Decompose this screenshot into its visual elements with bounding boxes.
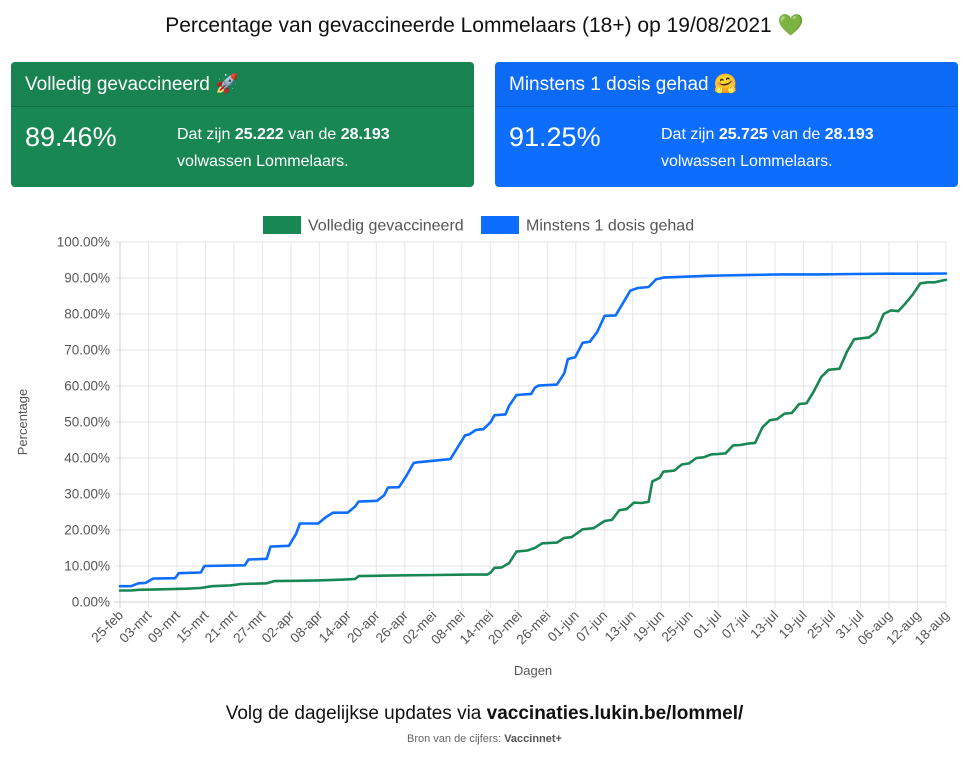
card-description: Dat zijn 25.725 van de 28.193 volwassen …	[661, 121, 874, 175]
card-one-dose: Minstens 1 dosis gehad 🤗 91.25% Dat zijn…	[495, 62, 958, 187]
y-tick-label: 100.00%	[57, 235, 110, 250]
y-tick-label: 30.00%	[64, 487, 110, 502]
card-description: Dat zijn 25.222 van de 28.193 volwassen …	[177, 121, 390, 175]
x-tick-label: 19-jul	[776, 608, 810, 642]
y-tick-label: 90.00%	[64, 271, 110, 286]
x-tick-label: 01-jul	[690, 608, 724, 642]
y-axis-title: Percentage	[15, 389, 30, 456]
desc-prefix: Dat zijn	[177, 126, 231, 143]
footer-prefix: Volg de dagelijkse updates via	[225, 703, 482, 724]
y-tick-label: 0.00%	[72, 595, 110, 610]
card-fully-vaccinated: Volledig gevaccineerd 🚀 89.46% Dat zijn …	[11, 62, 474, 187]
x-tick-label: 13-jun	[602, 608, 639, 645]
legend-swatch-2	[481, 216, 519, 234]
y-tick-label: 40.00%	[64, 451, 110, 466]
x-tick-label: 25-jul	[804, 608, 838, 642]
desc-suffix: volwassen Lommelaars.	[177, 153, 349, 170]
footer-link[interactable]: vaccinaties.lukin.be/lommel/	[486, 703, 744, 724]
x-axis-title: Dagen	[514, 663, 552, 678]
hugging-face-icon: 🤗	[713, 74, 738, 95]
x-tick-label: 13-jul	[747, 608, 781, 642]
desc-prefix: Dat zijn	[661, 126, 715, 143]
x-tick-label: 19-jun	[630, 608, 667, 645]
desc-total: 28.193	[824, 126, 874, 143]
y-tick-label: 60.00%	[64, 379, 110, 394]
x-tick-label: 25-jun	[659, 608, 696, 645]
desc-mid: van de	[288, 126, 337, 143]
desc-count: 25.222	[234, 126, 284, 143]
page-title-text: Percentage van gevaccineerde Lommelaars …	[165, 14, 772, 37]
green-heart-icon: 💚	[777, 14, 804, 37]
y-tick-label: 10.00%	[64, 559, 110, 574]
y-tick-label: 80.00%	[64, 307, 110, 322]
card-heading: Volledig gevaccineerd	[25, 74, 210, 95]
card-percentage: 91.25%	[509, 122, 601, 152]
card-heading: Minstens 1 dosis gehad	[509, 74, 709, 95]
source-prefix: Bron van de cijfers:	[406, 733, 502, 745]
desc-suffix: volwassen Lommelaars.	[661, 153, 833, 170]
series-line-1	[118, 278, 948, 592]
legend-swatch-1	[263, 216, 301, 234]
x-tick-label: 07-jun	[573, 608, 610, 645]
y-tick-label: 70.00%	[64, 343, 110, 358]
legend-label-2: Minstens 1 dosis gehad	[526, 218, 694, 235]
card-percentage: 89.46%	[25, 122, 117, 152]
footer-updates: Volg de dagelijkse updates via vaccinati…	[0, 703, 969, 725]
card-header: Volledig gevaccineerd 🚀	[11, 62, 474, 107]
y-tick-label: 20.00%	[64, 523, 110, 538]
desc-total: 28.193	[340, 126, 390, 143]
x-tick-label: 07-jul	[719, 608, 753, 642]
legend-label-1: Volledig gevaccineerd	[308, 218, 464, 235]
series-line-2	[118, 272, 948, 588]
source-name: Vaccinnet+	[504, 733, 562, 745]
card-header: Minstens 1 dosis gehad 🤗	[495, 62, 958, 107]
rocket-icon: 🚀	[215, 74, 239, 95]
y-tick-label: 50.00%	[64, 415, 110, 430]
page-title: Percentage van gevaccineerde Lommelaars …	[0, 14, 969, 38]
desc-count: 25.725	[718, 126, 768, 143]
desc-mid: van de	[772, 126, 821, 143]
x-tick-label: 01-jun	[545, 608, 582, 645]
source-note: Bron van de cijfers: Vaccinnet+	[0, 733, 969, 745]
vaccination-line-chart: 0.00% 10.00% 20.00% 30.00% 40.00% 50.00% 60.00…	[15, 216, 952, 678]
